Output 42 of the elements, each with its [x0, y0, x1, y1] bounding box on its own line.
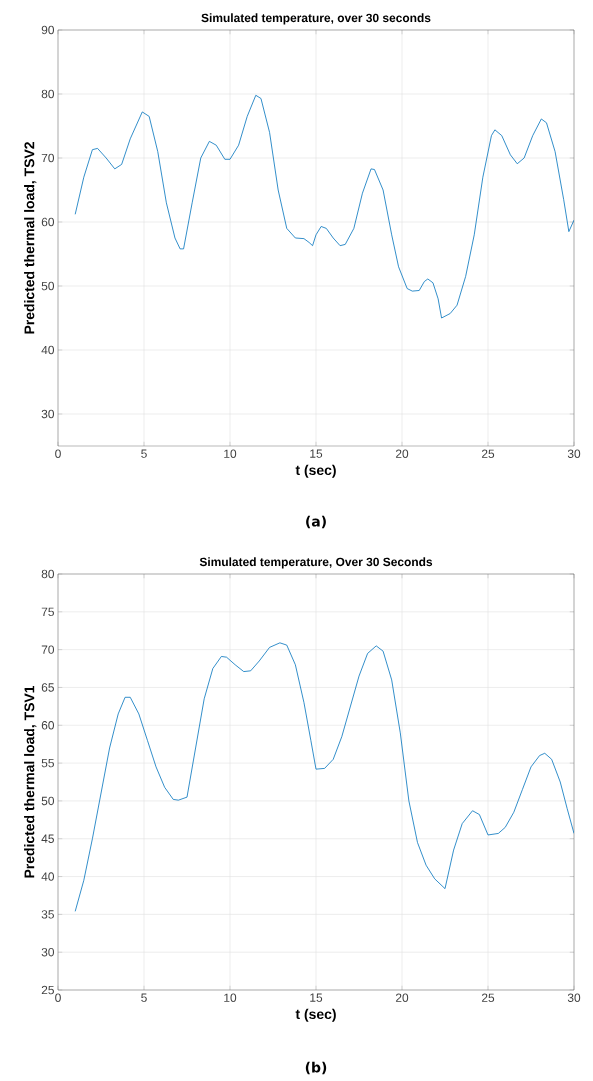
text: (b)	[305, 1061, 327, 1075]
y-tick-label: 75	[41, 607, 54, 616]
y-tick-label: 80	[41, 89, 55, 99]
y-tick-label: 70	[41, 645, 55, 654]
x-axis-title: t (sec)	[295, 464, 336, 478]
chart-title: Simulated temperature, Over 30 Seconds	[199, 557, 433, 569]
y-tick-label: 45	[41, 834, 54, 843]
line-series	[74, 94, 574, 319]
y-tick-label: 50	[41, 796, 55, 806]
y-tick-label: 35	[41, 910, 54, 919]
text: (a)	[306, 515, 326, 529]
chart-title: Simulated temperature, over 30 seconds	[201, 13, 431, 25]
y-tick-label: 40	[41, 872, 55, 881]
y-tick-label: 70	[41, 153, 55, 163]
x-tick-label: 10	[224, 993, 237, 1002]
y-tick-label: 65	[41, 683, 54, 692]
y-tick-label: 40	[41, 345, 55, 355]
y-axis-title: Predicted thermal load, TSV2	[24, 142, 37, 334]
y-tick-label: 30	[41, 947, 55, 957]
x-tick-label: 15	[310, 449, 323, 458]
y-tick-label: 60	[41, 217, 55, 227]
x-tick-label: 10	[224, 449, 237, 458]
y-axis-title: Predicted thermal load, TSV1	[24, 685, 37, 878]
y-tick-label: 80	[41, 569, 55, 579]
y-tick-label: 90	[41, 25, 55, 35]
x-tick-label: 20	[395, 449, 409, 458]
y-tick-label: 30	[41, 409, 55, 419]
x-tick-label: 30	[567, 993, 581, 1002]
y-tick-label: 60	[41, 721, 55, 730]
y-tick-label: 50	[41, 281, 55, 291]
y-tick-label: 25	[41, 985, 54, 995]
x-axis-title: t (sec)	[295, 1008, 336, 1022]
y-tick-label: 55	[41, 758, 54, 768]
x-tick-label: 5	[141, 993, 147, 1002]
x-tick-label: 0	[55, 449, 61, 458]
x-tick-label: 5	[141, 449, 147, 458]
x-tick-label: 25	[481, 993, 495, 1002]
x-tick-label: 30	[567, 449, 581, 458]
x-tick-label: 15	[310, 993, 323, 1002]
x-tick-label: 0	[55, 993, 61, 1002]
x-tick-label: 25	[481, 449, 495, 458]
x-tick-label: 20	[395, 993, 409, 1002]
